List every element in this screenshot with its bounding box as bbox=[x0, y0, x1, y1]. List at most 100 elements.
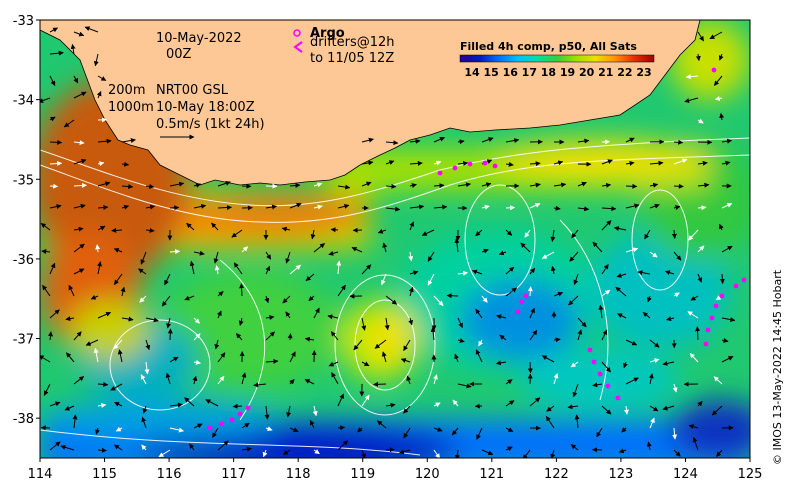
current-arrow bbox=[601, 206, 617, 212]
current-arrow bbox=[265, 331, 275, 341]
current-arrow bbox=[289, 379, 295, 385]
current-arrow bbox=[570, 444, 579, 451]
current-arrow bbox=[446, 293, 459, 299]
current-arrow bbox=[457, 270, 468, 276]
current-arrow bbox=[646, 441, 652, 451]
current-arrow bbox=[253, 382, 267, 388]
current-arrow bbox=[114, 401, 123, 407]
current-arrow bbox=[167, 328, 173, 341]
drifter-point bbox=[245, 405, 251, 411]
lon-tick-label: 115 bbox=[92, 467, 117, 482]
latitude-axis: -33 -34 -35 -36 -37 -38 bbox=[13, 14, 40, 427]
current-arrow bbox=[113, 444, 123, 451]
current-arrow bbox=[289, 351, 296, 363]
current-arrow bbox=[40, 355, 51, 363]
current-arrow bbox=[337, 440, 349, 451]
current-arrow bbox=[625, 183, 638, 189]
current-arrow bbox=[577, 329, 583, 341]
current-arrow bbox=[499, 334, 507, 341]
argo-legend-title: Argo bbox=[310, 26, 345, 41]
current-arrow bbox=[673, 183, 684, 189]
scale-label: 0.5m/s (1kt 24h) bbox=[156, 117, 265, 132]
current-arrow bbox=[689, 353, 699, 363]
current-arrow bbox=[433, 402, 441, 408]
current-arrow bbox=[49, 50, 64, 56]
current-arrow bbox=[217, 310, 222, 319]
current-arrow bbox=[481, 204, 490, 210]
current-arrow bbox=[457, 338, 465, 343]
current-arrow bbox=[529, 329, 538, 341]
current-arrow bbox=[690, 295, 699, 301]
colorbar-tick-label: 20 bbox=[579, 66, 595, 79]
current-arrow bbox=[212, 427, 219, 438]
current-arrow bbox=[457, 182, 471, 188]
current-arrow bbox=[662, 405, 675, 411]
current-arrow bbox=[451, 427, 459, 436]
current-arrow bbox=[239, 283, 245, 297]
current-arrow bbox=[505, 427, 514, 433]
current-arrow bbox=[457, 160, 469, 166]
drifter-point bbox=[452, 165, 458, 171]
current-arrow bbox=[637, 270, 651, 276]
lon-tick-label: 114 bbox=[28, 467, 53, 482]
current-arrow bbox=[601, 289, 611, 297]
current-arrow bbox=[235, 333, 243, 341]
current-arrow bbox=[73, 331, 82, 341]
current-arrow bbox=[97, 381, 109, 387]
current-arrow bbox=[642, 311, 651, 319]
current-arrow bbox=[433, 449, 441, 458]
drifter-point bbox=[605, 383, 611, 389]
current-arrow bbox=[430, 327, 436, 341]
current-arrow bbox=[601, 159, 613, 165]
current-arrow bbox=[409, 270, 419, 276]
lon-tick-label: 120 bbox=[415, 467, 440, 482]
current-arrow bbox=[601, 263, 609, 275]
current-arrow bbox=[541, 251, 555, 259]
current-arrow bbox=[144, 361, 150, 375]
current-arrow bbox=[192, 375, 198, 385]
current-arrow bbox=[505, 161, 514, 167]
current-arrow bbox=[433, 183, 445, 189]
current-arrow bbox=[49, 262, 56, 275]
lat-tick-label: -37 bbox=[13, 333, 34, 348]
current-arrow bbox=[189, 260, 195, 275]
current-arrow bbox=[649, 182, 659, 188]
current-arrow bbox=[85, 339, 99, 346]
current-arrow bbox=[685, 74, 699, 80]
current-arrow bbox=[110, 383, 123, 391]
colorbar-tick-label: 17 bbox=[522, 66, 537, 79]
current-arrow bbox=[553, 337, 561, 343]
colorbar bbox=[459, 54, 655, 63]
current-arrow bbox=[672, 427, 678, 440]
current-arrow bbox=[97, 402, 107, 408]
current-arrow bbox=[568, 295, 579, 306]
colorbar-tick-label: 14 bbox=[464, 66, 480, 79]
current-arrow bbox=[241, 372, 247, 385]
current-arrow bbox=[373, 381, 387, 387]
current-arrow bbox=[193, 333, 201, 341]
current-arrow bbox=[433, 374, 438, 385]
current-arrow bbox=[305, 273, 315, 282]
drifter-point bbox=[207, 425, 213, 431]
current-arrow bbox=[721, 337, 729, 343]
current-arrow bbox=[217, 291, 224, 297]
current-arrow bbox=[672, 383, 678, 393]
current-arrow bbox=[709, 31, 723, 40]
current-arrow bbox=[592, 382, 603, 388]
lat-tick-label: -33 bbox=[13, 14, 34, 29]
current-arrow bbox=[577, 138, 590, 144]
current-arrow bbox=[165, 372, 171, 385]
model-name-label: NRT00 GSL bbox=[156, 83, 229, 98]
current-arrow bbox=[505, 138, 520, 143]
argo-legend-line1: drifters@12h bbox=[310, 35, 395, 50]
current-arrow bbox=[400, 358, 411, 363]
current-arrow bbox=[97, 311, 112, 319]
current-arrow bbox=[649, 251, 658, 258]
contour-1000-label: 1000m bbox=[108, 100, 154, 115]
current-arrow bbox=[505, 229, 513, 236]
current-arrow bbox=[308, 295, 315, 302]
current-arrow bbox=[616, 273, 627, 278]
current-arrow bbox=[572, 383, 579, 398]
current-arrow bbox=[361, 449, 366, 458]
model-time-label: 10-May 18:00Z bbox=[156, 100, 255, 115]
